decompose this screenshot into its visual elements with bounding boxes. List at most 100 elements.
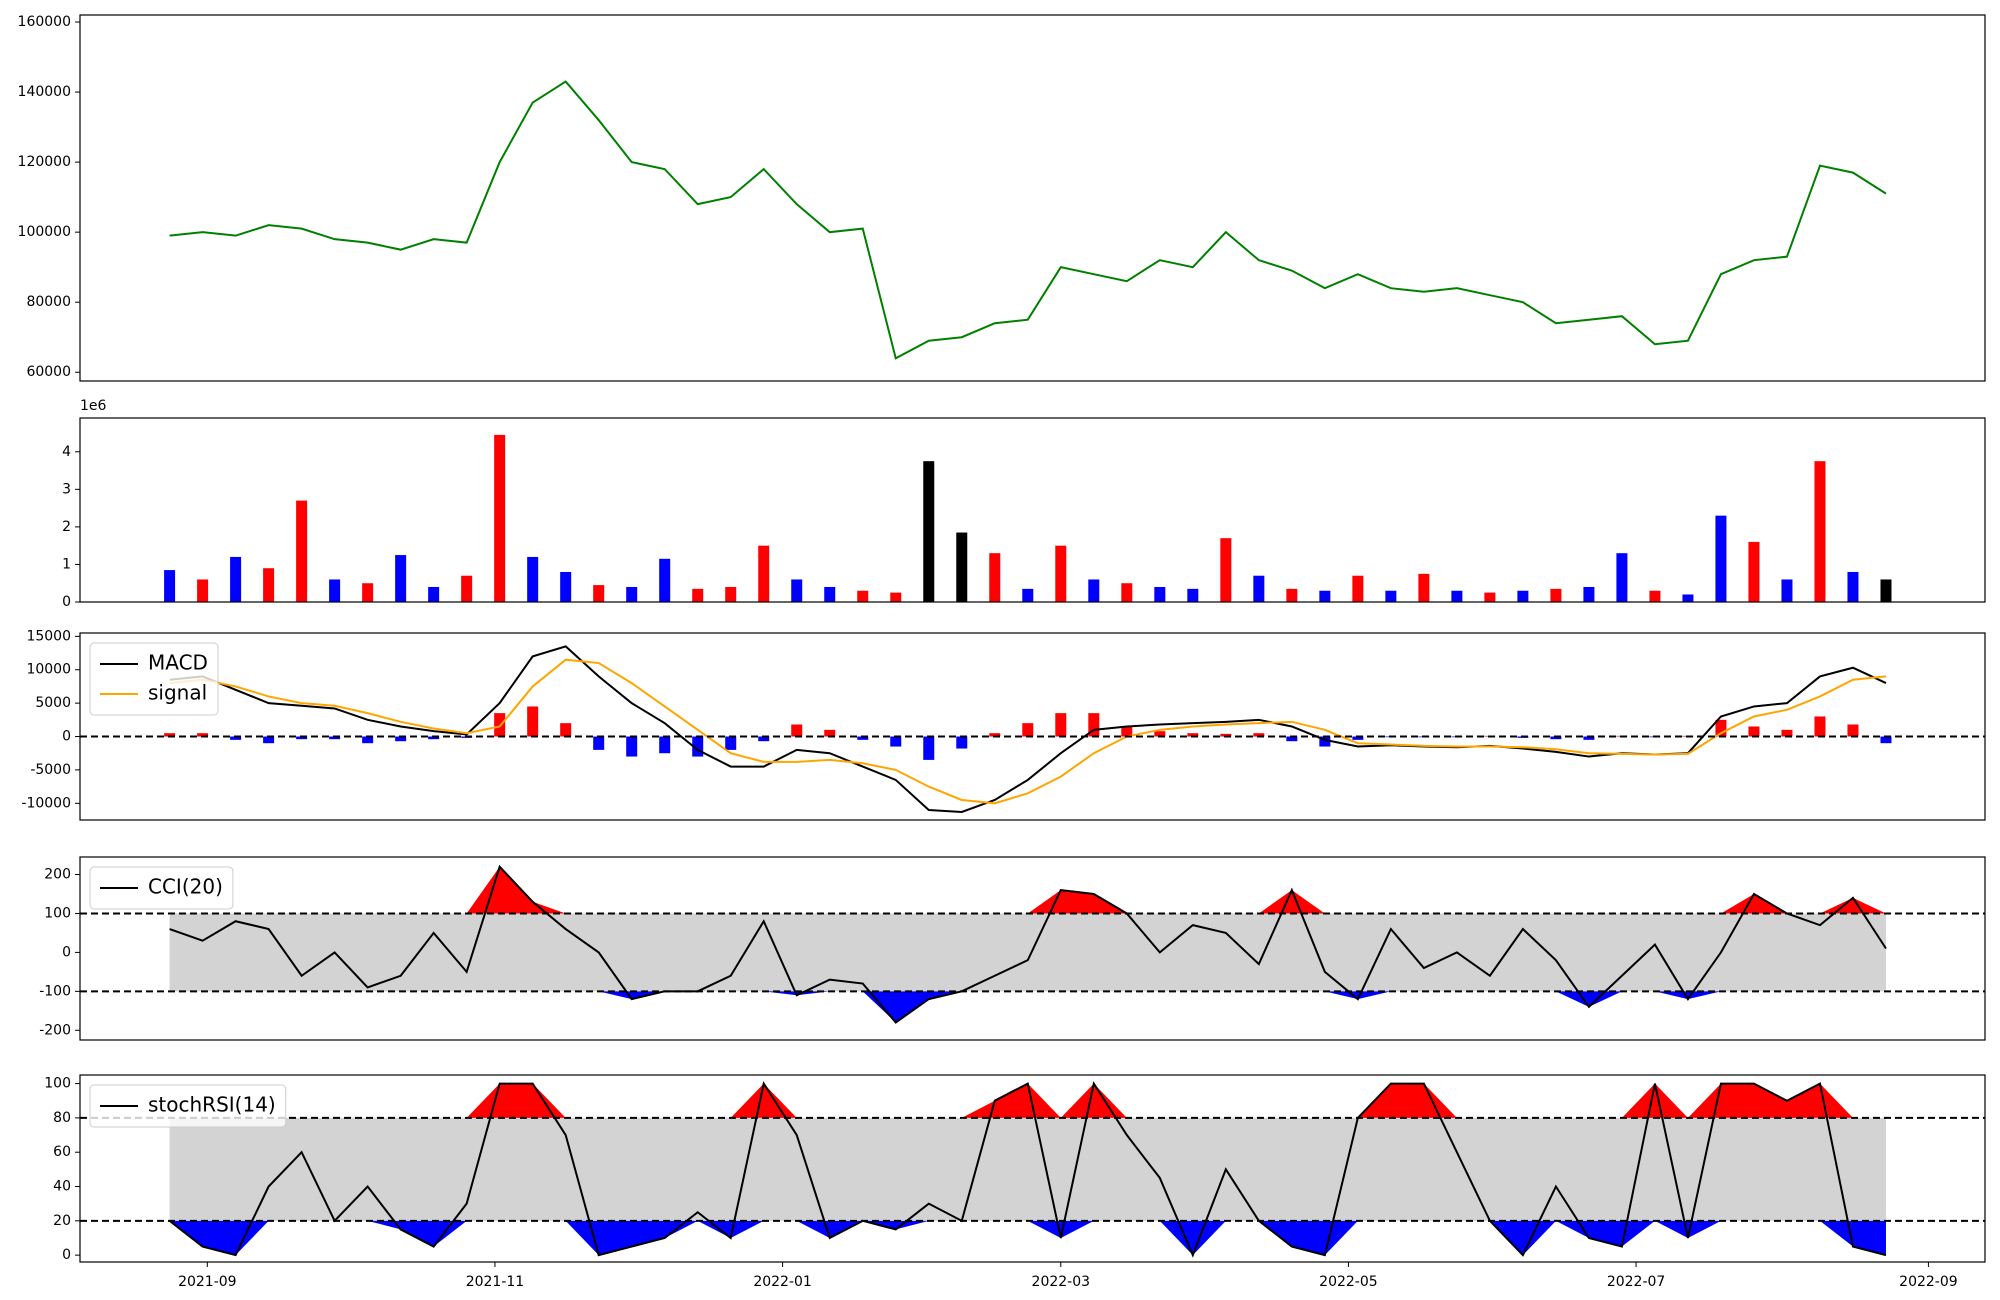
histogram-bar xyxy=(1781,729,1793,737)
legend: MACD signal xyxy=(89,642,219,716)
volume-bar xyxy=(923,461,935,602)
histogram-bar xyxy=(230,736,242,740)
axes-frame xyxy=(79,1074,1986,1263)
histogram-bar xyxy=(725,736,737,750)
below-fill xyxy=(169,991,1886,1023)
panel: 0 20 40 60 80 100 2021-09 2021-11 2022-01 2022-03… xyxy=(44,1074,1986,1290)
histogram-bar xyxy=(197,733,209,737)
axes-frame xyxy=(79,856,1986,1041)
y-tick-label: 0 xyxy=(62,594,71,610)
volume-bar xyxy=(791,579,803,602)
volume-bar xyxy=(1781,579,1793,602)
histogram-bar xyxy=(593,736,605,750)
legend: CCI(20) xyxy=(89,866,234,910)
histogram-bar xyxy=(1715,719,1727,737)
histogram-bar xyxy=(1748,726,1760,737)
volume-bar xyxy=(296,500,308,602)
legend-label: MACD xyxy=(148,651,208,675)
line xyxy=(169,658,1887,805)
histogram-bar xyxy=(956,736,968,749)
below-fill xyxy=(169,1220,1886,1256)
volume-bar xyxy=(527,556,539,602)
volume-bar xyxy=(890,592,902,602)
volume-bar xyxy=(1814,461,1826,602)
histogram-bar xyxy=(428,736,440,740)
histogram-bar xyxy=(362,736,374,744)
y-tick-label: 0 xyxy=(62,1247,71,1263)
volume-bar xyxy=(428,586,440,602)
volume-bar xyxy=(197,579,209,602)
y-tick-label: 1 xyxy=(62,556,71,572)
y-tick-label: 60 xyxy=(53,1144,71,1160)
x-tick-label: 2021-11 xyxy=(466,1274,525,1290)
volume-bar xyxy=(1484,592,1496,602)
offset-label: 1e6 xyxy=(80,398,107,414)
histogram-bar xyxy=(1121,726,1133,737)
histogram-bar xyxy=(1814,716,1826,737)
legend-box xyxy=(89,1084,287,1128)
axes-frame xyxy=(79,417,1986,603)
histogram-bar xyxy=(824,729,836,737)
y-tick-label: 0 xyxy=(62,944,71,960)
histogram-bar xyxy=(791,724,803,737)
y-tick-label: -5000 xyxy=(30,762,71,778)
legend-box xyxy=(89,642,219,716)
volume-bar xyxy=(560,571,572,602)
y-tick-label: 120000 xyxy=(18,154,71,170)
histogram-bar xyxy=(527,706,539,737)
legend-label: stochRSI(14) xyxy=(148,1093,276,1117)
x-tick-label: 2022-01 xyxy=(753,1274,812,1290)
panel: -200 -100 0 100 200 CCI(20) xyxy=(39,856,1986,1041)
y-tick-label: 10000 xyxy=(26,662,71,678)
line xyxy=(169,864,1887,1024)
volume-bar xyxy=(494,434,506,602)
volume-bar xyxy=(1022,588,1034,602)
volume-bar xyxy=(626,586,638,602)
legend-box xyxy=(89,866,234,910)
y-tick-label: 80000 xyxy=(26,294,71,310)
histogram-bar xyxy=(1550,736,1562,740)
panel: -10000 -5000 0 5000 10000 15000 MACD signal xyxy=(21,628,1986,821)
histogram-bar xyxy=(1088,713,1100,737)
histogram-bar xyxy=(296,736,308,740)
histogram-bar xyxy=(692,736,704,757)
volume-bar xyxy=(725,586,737,602)
x-tick-label: 2022-03 xyxy=(1032,1274,1091,1290)
volume-bar xyxy=(1253,575,1265,602)
histogram-bar xyxy=(1253,733,1265,737)
y-tick-label: -10000 xyxy=(21,795,71,811)
x-tick-label: 2022-07 xyxy=(1607,1274,1666,1290)
volume-bar xyxy=(1121,583,1133,602)
volume-bar xyxy=(692,588,704,602)
histogram-bar xyxy=(1319,736,1331,747)
volume-bar xyxy=(362,583,374,602)
volume-bar xyxy=(461,575,473,602)
axes-frame xyxy=(79,632,1986,821)
histogram-bar xyxy=(1154,731,1166,737)
histogram-bar xyxy=(1220,733,1232,737)
histogram-bar xyxy=(1352,736,1364,740)
volume-bar xyxy=(1154,586,1166,602)
band-fill xyxy=(169,913,1886,992)
histogram-bar xyxy=(1847,724,1859,737)
line xyxy=(169,80,1887,360)
volume-bar xyxy=(1583,586,1595,602)
histogram-bar xyxy=(659,736,671,754)
histogram-bar xyxy=(890,736,902,747)
volume-bar xyxy=(659,558,671,602)
volume-bar xyxy=(1682,594,1694,602)
histogram-bar xyxy=(395,736,407,742)
band-fill xyxy=(169,1117,1886,1221)
volume-bar xyxy=(1319,590,1331,602)
volume-bar xyxy=(1847,571,1859,602)
y-tick-label: 40 xyxy=(53,1179,71,1195)
above-fill xyxy=(169,1083,1886,1118)
histogram-bar xyxy=(1187,733,1199,737)
histogram-bar xyxy=(1583,736,1595,740)
volume-bar xyxy=(263,568,275,602)
volume-bar xyxy=(1352,575,1364,602)
legend-label: CCI(20) xyxy=(148,875,223,899)
histogram-bar xyxy=(1022,723,1034,737)
line xyxy=(169,645,1887,813)
